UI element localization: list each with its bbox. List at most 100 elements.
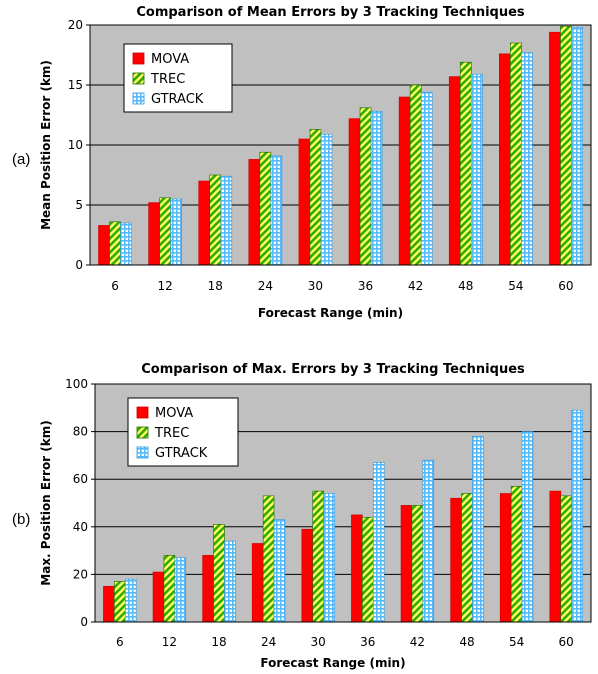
bar-trec-60 xyxy=(560,495,572,623)
plot-border xyxy=(94,383,592,623)
bar-mova-36 xyxy=(351,514,363,623)
bar-mova-60 xyxy=(549,490,562,623)
bar-trec-42 xyxy=(409,84,422,266)
x-tick-label: 42 xyxy=(410,635,425,649)
bar-gtrack-42 xyxy=(422,459,435,623)
x-tick-label: 24 xyxy=(261,635,276,649)
bar-gtrack-18 xyxy=(220,175,233,266)
bar-mova-18 xyxy=(198,180,211,266)
bar-trec-48 xyxy=(459,61,472,266)
bar-gtrack-12 xyxy=(170,198,182,266)
y-axis-label: Mean Position Error (km) xyxy=(39,60,53,230)
bar-mova-24 xyxy=(251,543,264,623)
y-tick-label: 0 xyxy=(75,258,83,272)
legend-label-trec: TREC xyxy=(154,426,189,441)
y-tick-label: 20 xyxy=(73,567,88,581)
bar-mova-42 xyxy=(398,96,411,266)
x-axis-label: Forecast Range (min) xyxy=(260,656,405,670)
legend-label-trec: TREC xyxy=(150,72,185,87)
bar-gtrack-54 xyxy=(521,431,534,623)
bar-mova-54 xyxy=(499,493,512,623)
bar-trec-18 xyxy=(213,524,225,623)
legend-label-mova: MOVA xyxy=(151,52,189,67)
chart-panel-b: 0 20 40 60 80 100 6 12 18 24 30 36 42 48 54 60 Compariso… xyxy=(12,362,592,670)
y-tick-label: 0 xyxy=(80,615,88,629)
bar-gtrack-36 xyxy=(372,462,385,623)
bar-gtrack-6 xyxy=(124,578,137,623)
legend: MOVA TREC GTRACK xyxy=(123,43,233,113)
legend-swatch-trec xyxy=(136,426,149,439)
y-tick-label: 80 xyxy=(73,425,88,439)
bar-mova-54 xyxy=(499,53,511,266)
bar-gtrack-36 xyxy=(370,111,383,266)
bar-mova-30 xyxy=(301,528,314,623)
x-axis-label: Forecast Range (min) xyxy=(258,306,403,320)
bar-trec-12 xyxy=(159,197,171,266)
bar-gtrack-48 xyxy=(470,73,483,266)
x-tick-label: 6 xyxy=(116,635,124,649)
bar-trec-36 xyxy=(362,516,374,623)
y-tick-label: 20 xyxy=(68,18,83,32)
x-tick-label: 6 xyxy=(111,279,119,293)
legend-swatch-mova xyxy=(136,406,149,419)
bar-trec-54 xyxy=(510,42,522,266)
bar-trec-54 xyxy=(510,486,523,623)
x-tick-label: 12 xyxy=(158,279,173,293)
bar-trec-18 xyxy=(209,174,222,266)
bar-trec-48 xyxy=(461,493,473,623)
x-tick-label: 30 xyxy=(308,279,323,293)
x-tick-label: 54 xyxy=(508,279,523,293)
x-tick-label: 48 xyxy=(458,279,473,293)
bar-mova-48 xyxy=(448,76,461,266)
bar-trec-60 xyxy=(560,25,572,266)
legend: MOVA TREC GTRACK xyxy=(127,397,239,467)
chart-title: Comparison of Max. Errors by 3 Tracking … xyxy=(141,362,525,377)
bar-mova-12 xyxy=(152,571,165,623)
x-tick-label: 12 xyxy=(162,635,177,649)
bar-trec-24 xyxy=(262,495,275,623)
bar-gtrack-60 xyxy=(571,27,583,266)
legend-swatch-trec xyxy=(132,72,145,85)
bar-gtrack-54 xyxy=(521,52,533,266)
x-tick-label: 18 xyxy=(208,279,223,293)
bar-mova-24 xyxy=(248,159,261,266)
bar-mova-6 xyxy=(103,585,115,623)
bar-trec-36 xyxy=(359,107,372,266)
y-tick-label: 5 xyxy=(75,198,83,212)
legend-swatch-gtrack xyxy=(136,446,149,459)
bar-mova-60 xyxy=(549,31,561,266)
y-tick-label: 100 xyxy=(65,377,88,391)
bar-trec-30 xyxy=(312,490,324,623)
bar-trec-6 xyxy=(109,221,121,266)
bar-mova-42 xyxy=(400,505,413,623)
bar-gtrack-48 xyxy=(472,436,484,623)
x-tick-label: 54 xyxy=(509,635,524,649)
legend-label-gtrack: GTRACK xyxy=(151,92,204,107)
y-tick-label: 15 xyxy=(68,78,83,92)
x-tick-label: 60 xyxy=(559,635,574,649)
bar-mova-30 xyxy=(298,138,311,266)
legend-swatch-mova xyxy=(132,52,145,65)
legend-swatch-gtrack xyxy=(132,92,145,105)
y-tick-label: 40 xyxy=(73,520,88,534)
x-tick-label: 60 xyxy=(558,279,573,293)
x-tick-label: 24 xyxy=(258,279,273,293)
y-tick-label: 60 xyxy=(73,472,88,486)
bar-gtrack-18 xyxy=(224,540,236,623)
bar-gtrack-30 xyxy=(323,493,335,623)
bar-trec-30 xyxy=(309,129,322,266)
bar-trec-42 xyxy=(411,505,424,623)
x-tick-label: 36 xyxy=(360,635,375,649)
legend-label-mova: MOVA xyxy=(155,406,193,421)
chart-title: Comparison of Mean Errors by 3 Tracking … xyxy=(136,5,525,20)
bar-gtrack-60 xyxy=(571,409,583,623)
x-tick-label: 42 xyxy=(408,279,423,293)
x-tick-label: 36 xyxy=(358,279,373,293)
x-tick-label: 30 xyxy=(311,635,326,649)
bar-gtrack-42 xyxy=(420,91,433,266)
y-axis-label: Max. Position Error (km) xyxy=(39,420,53,585)
x-tick-label: 18 xyxy=(211,635,226,649)
bar-mova-12 xyxy=(148,202,160,266)
plot-border xyxy=(89,24,592,266)
